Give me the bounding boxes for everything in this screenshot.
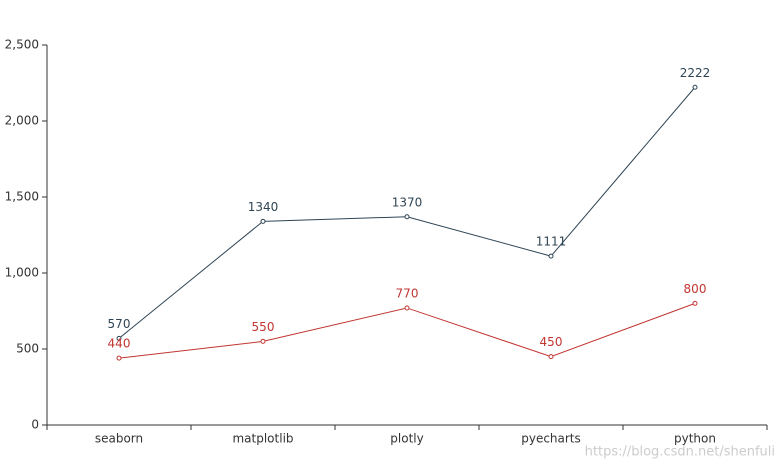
y-tick-label: 500: [16, 342, 39, 356]
point: [116, 335, 122, 341]
y-tick-label: 0: [31, 418, 39, 432]
x-tick-label: pyecharts: [521, 432, 581, 446]
y-tick-label: 2,000: [5, 114, 39, 128]
x-tick-label: seaborn: [95, 432, 143, 446]
data-label: 1370: [392, 195, 423, 209]
data-label: 1340: [248, 200, 279, 214]
point: [548, 253, 554, 259]
data-label: 2222: [680, 66, 711, 80]
point: [116, 355, 122, 361]
point: [692, 84, 698, 90]
series-line: [118, 302, 696, 359]
y-tick-label: 1,500: [5, 190, 39, 204]
data-label: 440: [108, 337, 131, 351]
x-tick-label: plotly: [390, 432, 423, 446]
x-tick-label: matplotlib: [232, 432, 293, 446]
data-label: 800: [684, 282, 707, 296]
series-line: [118, 86, 696, 339]
data-label: 770: [396, 286, 419, 300]
point: [548, 354, 554, 360]
watermark: https://blog.csdn.net/shenfuli: [585, 445, 775, 460]
point: [260, 338, 266, 344]
y-tick-label: 1,000: [5, 266, 39, 280]
data-label: 1111: [536, 235, 567, 249]
data-label: 570: [108, 317, 131, 331]
data-label: 450: [540, 335, 563, 349]
point: [404, 305, 410, 311]
x-tick-label: python: [674, 432, 716, 446]
point: [692, 300, 698, 306]
point: [404, 214, 410, 220]
y-tick-label: 2,500: [5, 38, 39, 52]
data-label: 550: [252, 320, 275, 334]
point: [260, 218, 266, 224]
